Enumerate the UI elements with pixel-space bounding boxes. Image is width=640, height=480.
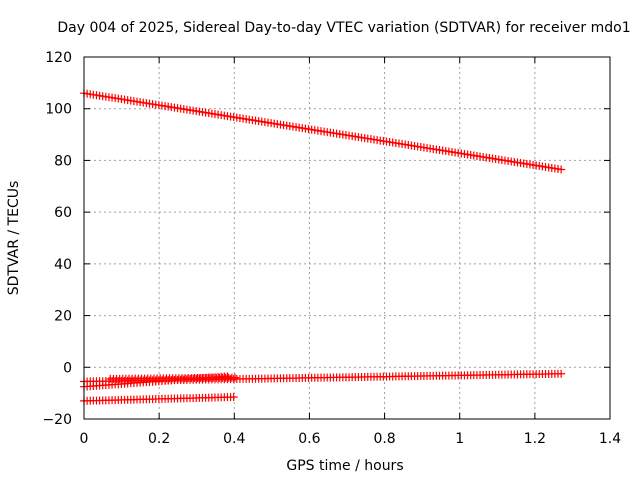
data-points bbox=[80, 89, 566, 405]
y-axis-label: SDTVAR / TECUs bbox=[6, 181, 22, 296]
y-tick-label: 80 bbox=[54, 153, 72, 169]
y-tick-label: −20 bbox=[42, 412, 72, 428]
y-tick-label: 40 bbox=[54, 257, 72, 273]
y-tick-label: 0 bbox=[63, 360, 72, 376]
x-tick-label: 0.8 bbox=[373, 431, 395, 447]
grid bbox=[84, 57, 610, 419]
series-sat-a bbox=[80, 89, 566, 174]
x-tick-label: 0 bbox=[80, 431, 89, 447]
data-point bbox=[557, 165, 566, 174]
data-point bbox=[557, 369, 566, 378]
data-point bbox=[229, 393, 238, 402]
x-tick-label: 1 bbox=[455, 431, 464, 447]
x-axis-label: GPS time / hours bbox=[286, 458, 403, 474]
y-tick-label: 120 bbox=[45, 50, 72, 66]
y-ticks: −20 0 20 40 60 80 100 120 bbox=[42, 50, 610, 428]
series-sat-c bbox=[80, 372, 232, 391]
x-tick-label: 0.4 bbox=[223, 431, 245, 447]
series-sat-e bbox=[106, 373, 240, 383]
x-ticks: 0 0.2 0.4 0.6 0.8 1 1.2 1.4 bbox=[80, 57, 621, 447]
x-tick-label: 0.6 bbox=[298, 431, 320, 447]
x-tick-label: 0.2 bbox=[148, 431, 170, 447]
plot-frame bbox=[83, 56, 611, 420]
x-tick-label: 1.4 bbox=[599, 431, 621, 447]
y-tick-label: 100 bbox=[45, 102, 72, 118]
data-point bbox=[231, 373, 240, 382]
data-point bbox=[223, 372, 232, 381]
y-tick-label: 60 bbox=[54, 205, 72, 221]
y-tick-label: 20 bbox=[54, 309, 72, 325]
x-tick-label: 1.2 bbox=[524, 431, 546, 447]
chart-title: Day 004 of 2025, Sidereal Day-to-day VTE… bbox=[57, 20, 630, 36]
